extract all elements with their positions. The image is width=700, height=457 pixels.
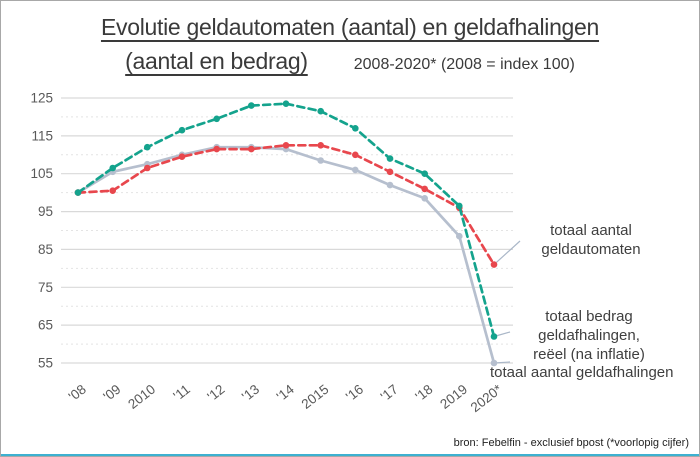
x-tick-label: '16 xyxy=(343,382,366,405)
data-point xyxy=(178,126,186,134)
chart-subtitle: 2008-2020* (2008 = index 100) xyxy=(353,56,575,73)
data-point xyxy=(352,125,359,132)
data-point xyxy=(109,164,116,172)
data-point xyxy=(213,145,220,153)
data-point xyxy=(352,151,359,159)
x-tick-label: '08 xyxy=(66,382,89,405)
annotation-connector xyxy=(493,240,521,266)
data-point xyxy=(421,170,429,177)
x-tick-label: '11 xyxy=(171,382,193,404)
bottom-accent-bar xyxy=(1,454,699,456)
chart-title-line2: (aantal en bedrag) xyxy=(125,48,308,74)
data-point xyxy=(282,142,290,149)
y-tick-label: 75 xyxy=(38,280,53,295)
data-point xyxy=(248,102,255,109)
data-point xyxy=(248,145,255,153)
annotation-totaal-bedrag-geldafhalingen: totaal bedrag geldafhalingen, reëel (na … xyxy=(533,308,645,363)
chart-title-row2: (aantal en bedrag) 2008-2020* (2008 = in… xyxy=(1,46,699,77)
data-point xyxy=(317,107,325,115)
x-tick-label: '12 xyxy=(204,382,227,405)
data-point xyxy=(317,157,325,164)
y-tick-label: 55 xyxy=(38,356,53,371)
data-point xyxy=(144,164,151,172)
data-point xyxy=(490,333,498,340)
chart-title-line1: Evolutie geldautomaten (aantal) en gelda… xyxy=(100,14,600,40)
x-tick-label: '18 xyxy=(412,382,435,405)
x-tick-label: 2020* xyxy=(468,381,506,415)
data-point xyxy=(213,115,220,123)
source-note: bron: Febelfin - exclusief bpost (*voorl… xyxy=(453,437,689,449)
x-tick-label: 2019 xyxy=(437,382,470,412)
data-point xyxy=(317,142,325,149)
data-point xyxy=(456,232,463,240)
data-point xyxy=(421,185,429,193)
series-line-2 xyxy=(76,102,496,338)
x-tick-label: '09 xyxy=(100,382,123,405)
data-point xyxy=(352,166,359,174)
y-tick-label: 115 xyxy=(31,128,53,143)
data-point xyxy=(386,155,394,162)
annotation-totaal-aantal-geldafhalingen: totaal aantal geldafhalingen xyxy=(490,364,674,381)
data-point xyxy=(456,202,463,210)
annotation-totaal-aantal-geldautomaten: totaal aantal geldautomaten xyxy=(541,222,641,258)
x-tick-label: 2010 xyxy=(125,382,158,412)
data-point xyxy=(490,261,498,268)
x-tick-label: 2015 xyxy=(299,382,332,412)
x-tick-label: '14 xyxy=(274,381,297,404)
data-point xyxy=(490,359,498,367)
x-tick-label: '13 xyxy=(239,382,262,405)
x-tick-label: '17 xyxy=(378,382,401,405)
data-point xyxy=(74,189,82,196)
y-tick-label: 105 xyxy=(30,166,53,181)
data-point xyxy=(144,143,151,151)
title-block: Evolutie geldautomaten (aantal) en gelda… xyxy=(1,12,699,77)
y-tick-label: 125 xyxy=(30,91,53,106)
y-tick-label: 85 xyxy=(38,242,53,257)
data-point xyxy=(178,153,186,160)
y-tick-label: 65 xyxy=(38,318,53,333)
data-point xyxy=(109,187,116,194)
data-point xyxy=(421,195,429,202)
data-point xyxy=(282,100,290,107)
y-tick-label: 95 xyxy=(38,204,53,219)
data-point xyxy=(386,181,394,189)
data-point xyxy=(386,168,394,176)
